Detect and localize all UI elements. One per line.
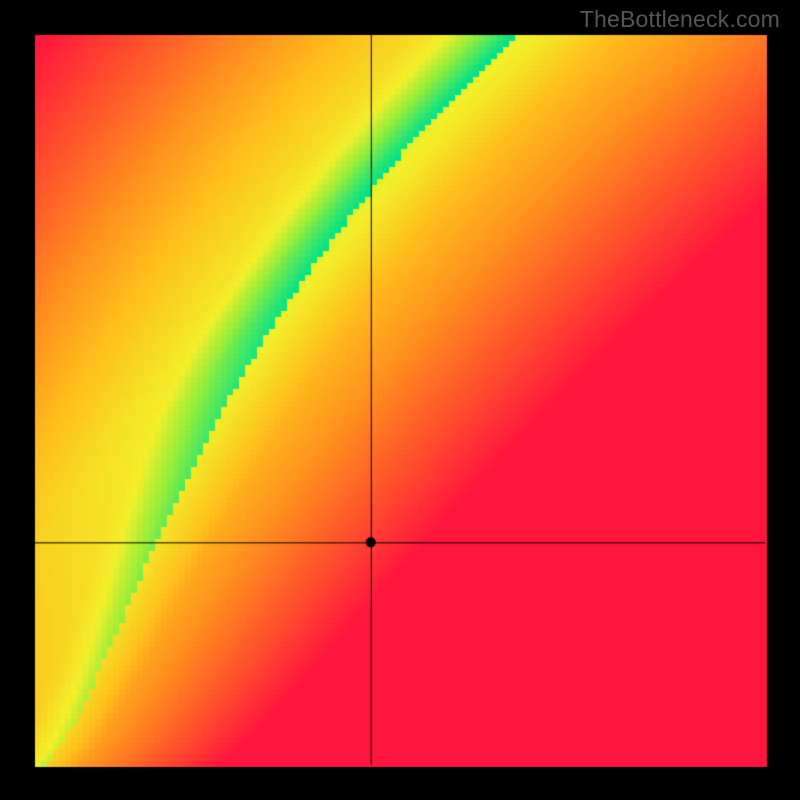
watermark-text: TheBottleneck.com bbox=[580, 6, 780, 33]
heatmap-canvas bbox=[0, 0, 800, 800]
chart-container: TheBottleneck.com bbox=[0, 0, 800, 800]
